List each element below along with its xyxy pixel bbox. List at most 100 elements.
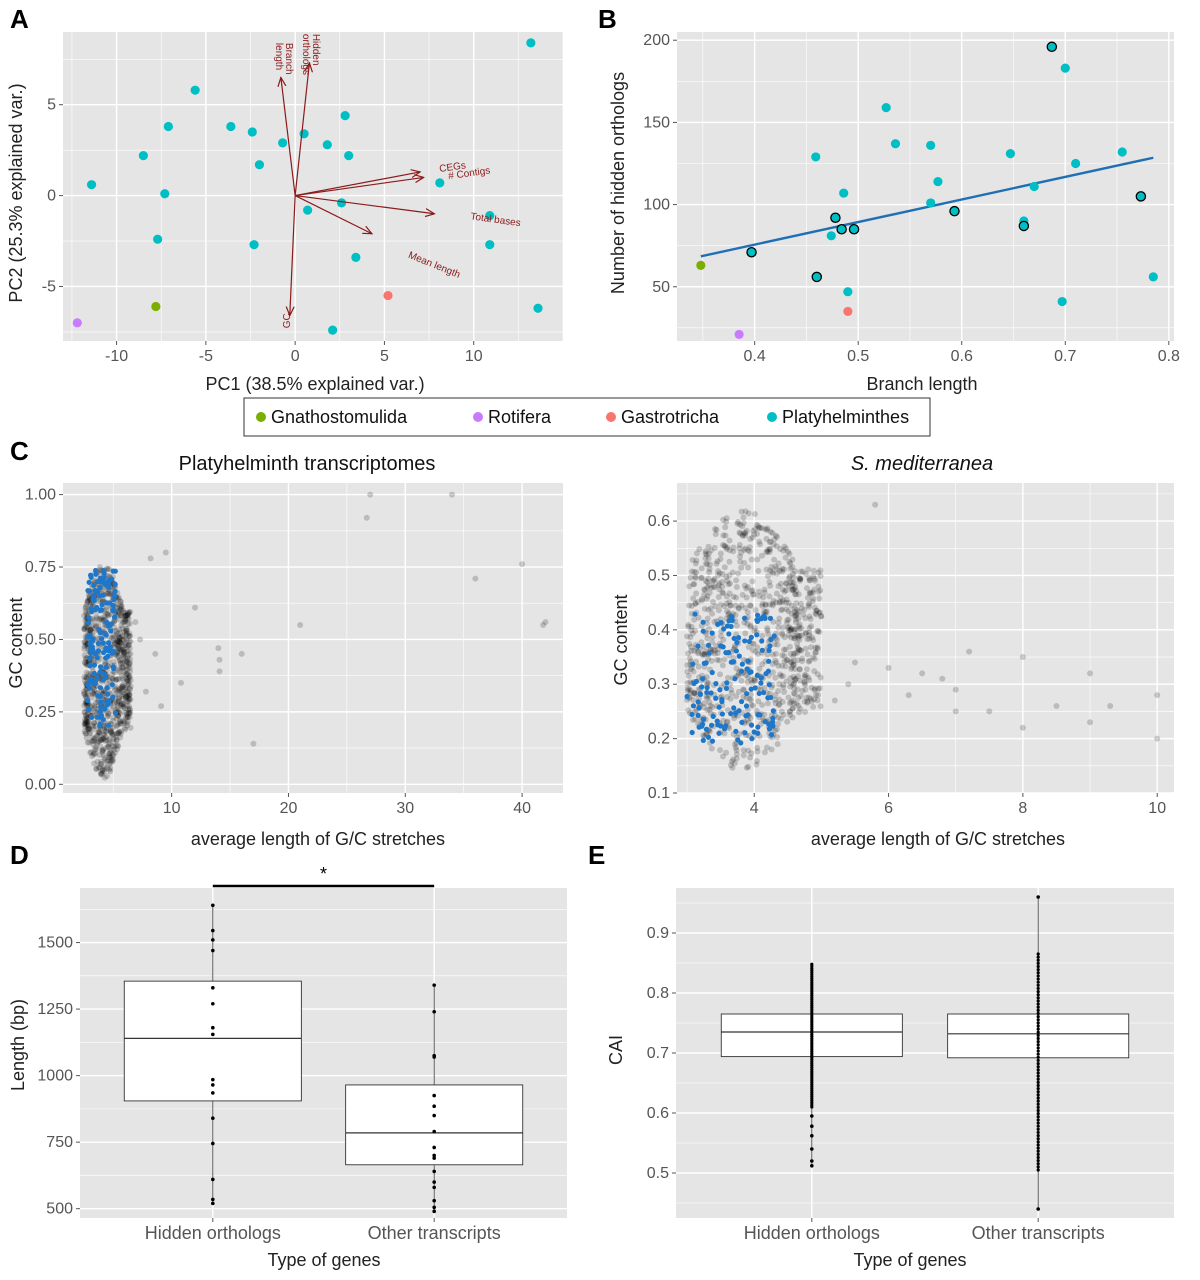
cloud-point bbox=[759, 602, 766, 609]
data-point bbox=[810, 1164, 814, 1168]
highlighted-point bbox=[760, 689, 767, 696]
sparse-point bbox=[162, 549, 169, 556]
highlighted-point bbox=[695, 643, 701, 649]
sparse-point bbox=[542, 619, 549, 626]
cloud-point bbox=[780, 597, 787, 604]
cloud-point bbox=[794, 610, 801, 617]
cloud-point bbox=[125, 615, 132, 622]
cloud-point bbox=[98, 771, 105, 778]
cloud-point bbox=[761, 586, 768, 593]
cloud-point bbox=[751, 677, 758, 684]
cloud-point bbox=[126, 691, 133, 698]
cloud-point bbox=[693, 550, 700, 557]
cloud-point bbox=[785, 616, 792, 623]
cloud-point bbox=[119, 664, 126, 671]
cloud-point bbox=[118, 660, 125, 667]
cloud-point bbox=[112, 743, 119, 750]
cloud-point bbox=[810, 595, 817, 602]
highlighted-point bbox=[759, 647, 765, 653]
cloud-point bbox=[720, 590, 727, 597]
cloud-point bbox=[116, 694, 123, 701]
cloud-point bbox=[685, 672, 692, 679]
cloud-point bbox=[82, 607, 89, 614]
highlighted-point bbox=[713, 681, 719, 687]
cloud-point bbox=[724, 674, 731, 681]
point-platyhelminthes bbox=[160, 189, 170, 199]
cloud-point bbox=[807, 695, 814, 702]
data-point bbox=[810, 1159, 814, 1163]
cloud-point bbox=[121, 612, 128, 619]
cloud-point bbox=[791, 666, 798, 673]
data-point bbox=[1036, 1040, 1040, 1044]
cloud-point bbox=[116, 637, 123, 644]
cloud-point bbox=[779, 698, 786, 705]
cloud-point bbox=[795, 591, 802, 598]
cloud-point bbox=[799, 655, 806, 662]
x-tick-label: 10 bbox=[465, 348, 483, 365]
cloud-point bbox=[706, 626, 713, 633]
cloud-point bbox=[814, 671, 821, 678]
cloud-point bbox=[748, 701, 755, 708]
data-point bbox=[432, 983, 436, 987]
cloud-point bbox=[91, 617, 98, 624]
data-point bbox=[1036, 1165, 1040, 1169]
cloud-point bbox=[120, 700, 127, 707]
cloud-point bbox=[116, 643, 123, 650]
highlighted-point bbox=[85, 682, 91, 688]
cloud-point bbox=[724, 718, 731, 725]
cloud-point bbox=[95, 729, 102, 736]
cloud-point bbox=[770, 570, 777, 577]
cloud-point bbox=[105, 590, 112, 597]
cloud-point bbox=[806, 694, 813, 701]
cloud-point bbox=[118, 703, 125, 710]
panel-d-ylabel: Length (bp) bbox=[8, 999, 28, 1091]
cloud-point bbox=[701, 700, 708, 707]
highlighted-point bbox=[100, 670, 106, 676]
plot-background bbox=[677, 483, 1174, 793]
sparse-point bbox=[986, 708, 993, 715]
loading-label: GC bbox=[282, 313, 293, 328]
sparse-point bbox=[905, 692, 912, 699]
x-tick-label: 0.5 bbox=[847, 348, 869, 365]
cloud-point bbox=[723, 600, 730, 607]
cloud-point bbox=[127, 668, 134, 675]
cloud-point bbox=[84, 718, 91, 725]
highlighted-point bbox=[734, 639, 740, 646]
cloud-point bbox=[89, 689, 96, 696]
point-platyhelminthes bbox=[933, 176, 943, 187]
highlighted-point bbox=[86, 615, 92, 621]
cloud-point bbox=[764, 625, 771, 632]
cloud-point bbox=[748, 696, 755, 703]
cloud-point bbox=[736, 529, 743, 536]
cloud-point bbox=[114, 676, 121, 683]
cloud-point bbox=[125, 674, 132, 681]
cloud-point bbox=[750, 527, 757, 534]
cloud-point bbox=[123, 637, 130, 644]
highlighted-point bbox=[733, 710, 739, 716]
cloud-point bbox=[88, 748, 95, 755]
cloud-point bbox=[747, 624, 754, 631]
cloud-point bbox=[127, 656, 134, 663]
cloud-point bbox=[786, 708, 793, 715]
cloud-point bbox=[771, 536, 778, 543]
cloud-point bbox=[684, 680, 691, 687]
cloud-point bbox=[114, 699, 121, 706]
cloud-point bbox=[126, 703, 133, 710]
cloud-point bbox=[783, 579, 790, 586]
cloud-point bbox=[117, 730, 124, 737]
cloud-point bbox=[787, 565, 794, 572]
panel-letter-c: C bbox=[10, 436, 29, 466]
panel-e-ylabel: CAI bbox=[606, 1035, 626, 1065]
cloud-point bbox=[96, 615, 103, 622]
cloud-point bbox=[781, 543, 788, 550]
highlighted-point bbox=[102, 706, 108, 712]
cloud-point bbox=[728, 686, 735, 693]
panel-c-left-xlabel: average length of G/C stretches bbox=[191, 829, 445, 849]
cloud-point bbox=[783, 678, 790, 685]
point-platyhelminthes bbox=[138, 151, 148, 161]
cloud-point bbox=[755, 522, 762, 529]
cloud-point bbox=[118, 672, 125, 679]
cloud-point bbox=[739, 532, 746, 539]
data-point bbox=[810, 962, 814, 966]
cloud-point bbox=[785, 632, 792, 639]
